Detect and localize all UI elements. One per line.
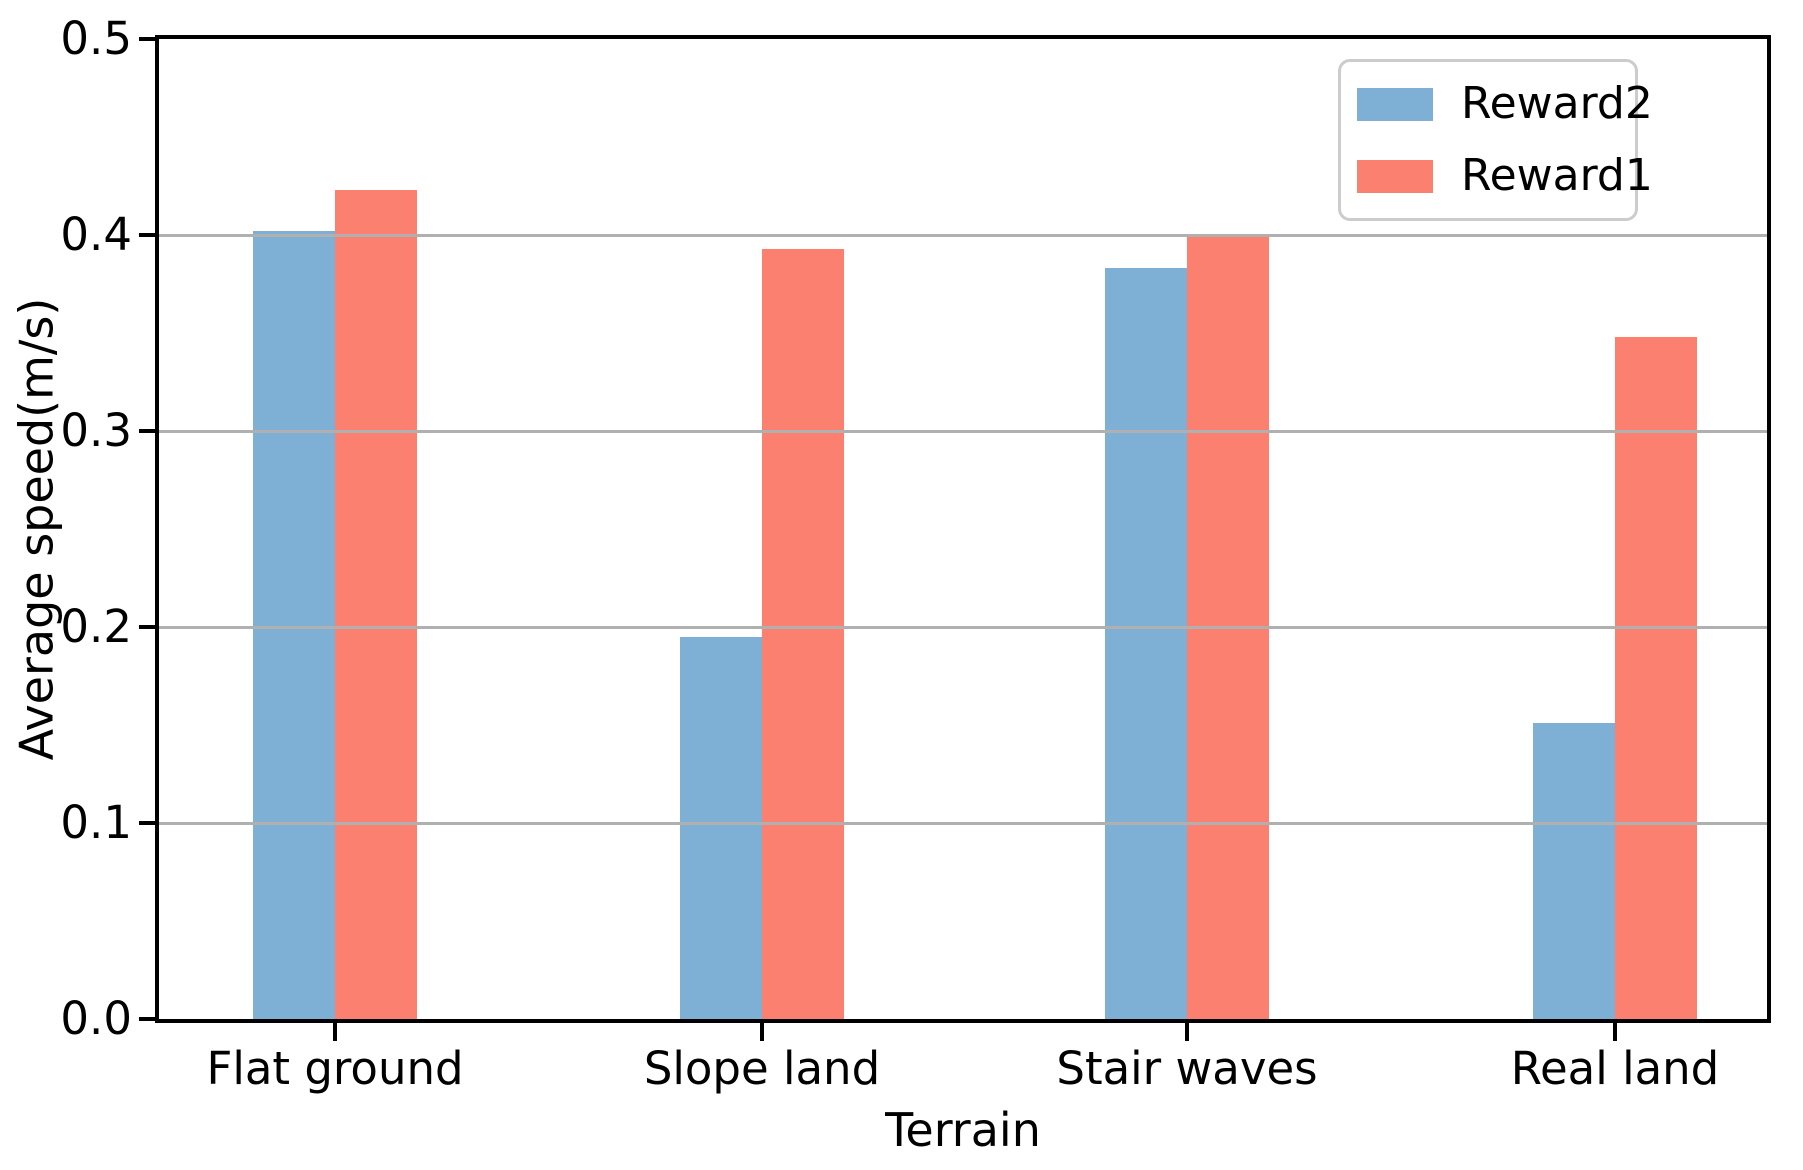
bar-flat-ground-reward1: [335, 190, 417, 1019]
legend-swatch-reward2: [1357, 87, 1433, 121]
y-tick-0.1: [139, 821, 155, 825]
y-tick-label-0.3: 0.3: [60, 404, 132, 457]
x-tick-slope-land: [760, 1023, 764, 1041]
bar-real-land-reward1: [1615, 337, 1697, 1019]
bar-real-land-reward2: [1533, 723, 1615, 1019]
y-tick-label-0.4: 0.4: [60, 208, 132, 261]
bar-slope-land-reward2: [680, 637, 762, 1019]
x-axis-label: Terrain: [885, 1103, 1041, 1157]
y-tick-label-0.5: 0.5: [60, 12, 132, 65]
y-tick-label-0.2: 0.2: [60, 600, 132, 653]
legend-label-reward1: Reward1: [1461, 150, 1653, 201]
legend-item-reward1: Reward1: [1357, 150, 1653, 202]
gridline-0.3: [159, 430, 1767, 433]
y-tick-0.5: [139, 37, 155, 41]
x-tick-label-real-land: Real land: [1510, 1042, 1720, 1095]
legend-label-reward2: Reward2: [1461, 78, 1653, 129]
gridline-0.1: [159, 822, 1767, 825]
gridline-0.2: [159, 626, 1767, 629]
x-tick-stair-waves: [1185, 1023, 1189, 1041]
y-tick-0.0: [139, 1017, 155, 1021]
y-tick-label-0.0: 0.0: [60, 992, 132, 1045]
y-tick-0.4: [139, 233, 155, 237]
legend-swatch-reward1: [1357, 159, 1433, 193]
y-axis-label: Average speed(m/s): [8, 296, 64, 762]
legend-item-reward2: Reward2: [1357, 78, 1653, 130]
y-tick-0.2: [139, 625, 155, 629]
x-tick-flat-ground: [333, 1023, 337, 1041]
bar-stair-waves-reward2: [1105, 268, 1187, 1019]
gridline-0.4: [159, 234, 1767, 237]
y-axis-label-text: Average speed(m/s): [9, 297, 63, 761]
x-tick-label-slope-land: Slope land: [643, 1042, 881, 1095]
x-tick-label-stair-waves: Stair waves: [1056, 1042, 1318, 1095]
y-tick-label-0.1: 0.1: [60, 796, 132, 849]
bar-flat-ground-reward2: [253, 231, 335, 1019]
y-tick-0.3: [139, 429, 155, 433]
legend: Reward2 Reward1: [1338, 59, 1653, 221]
bar-slope-land-reward1: [762, 249, 844, 1019]
x-tick-real-land: [1613, 1023, 1617, 1041]
x-tick-label-flat-ground: Flat ground: [206, 1042, 464, 1095]
